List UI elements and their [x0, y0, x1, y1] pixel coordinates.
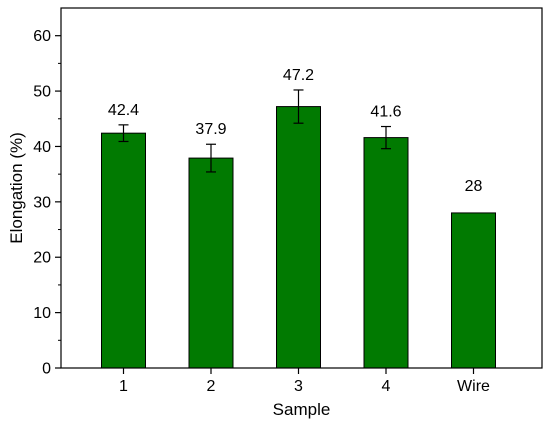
y-tick-label: 0 — [42, 361, 51, 378]
x-tick-label: 2 — [207, 378, 216, 395]
error-bar-3 — [293, 89, 304, 124]
y-tick-label: 40 — [33, 139, 51, 156]
x-tick-label: Wire — [457, 378, 490, 395]
y-axis-ticks: 0 10 20 30 40 50 60 — [33, 28, 61, 378]
bar-4 — [363, 137, 409, 369]
x-tick-label: 1 — [119, 378, 128, 395]
y-tick-label: 20 — [33, 250, 51, 267]
data-label-Wire: 28 — [465, 178, 483, 195]
data-label-3: 47.2 — [283, 67, 314, 84]
x-axis-ticks: 1 2 3 4 Wire — [119, 368, 490, 395]
y-tick-label: 50 — [33, 84, 51, 101]
y-axis-label: Elongation (%) — [7, 132, 26, 244]
y-tick-label: 60 — [33, 28, 51, 45]
x-tick-label: 3 — [294, 378, 303, 395]
bar-3 — [276, 106, 321, 369]
data-label-1: 42.4 — [108, 102, 139, 119]
bar-2 — [188, 157, 234, 369]
x-tick-label: 4 — [382, 378, 391, 395]
bar-Wire — [451, 212, 496, 369]
data-labels-group: 42.4 37.9 47.2 41.6 28 — [108, 67, 483, 195]
x-axis-label: Sample — [273, 400, 331, 419]
y-tick-label: 30 — [33, 194, 51, 211]
bar-1 — [101, 132, 146, 369]
error-bar-2 — [206, 143, 216, 173]
plot-frame — [60, 7, 543, 369]
data-label-2: 37.9 — [195, 121, 226, 138]
error-bar-1 — [118, 124, 129, 143]
data-label-4: 41.6 — [370, 104, 401, 121]
error-bars-group — [118, 89, 391, 173]
y-tick-label: 10 — [33, 305, 51, 322]
bars-group — [101, 106, 496, 369]
error-bar-4 — [381, 125, 391, 150]
